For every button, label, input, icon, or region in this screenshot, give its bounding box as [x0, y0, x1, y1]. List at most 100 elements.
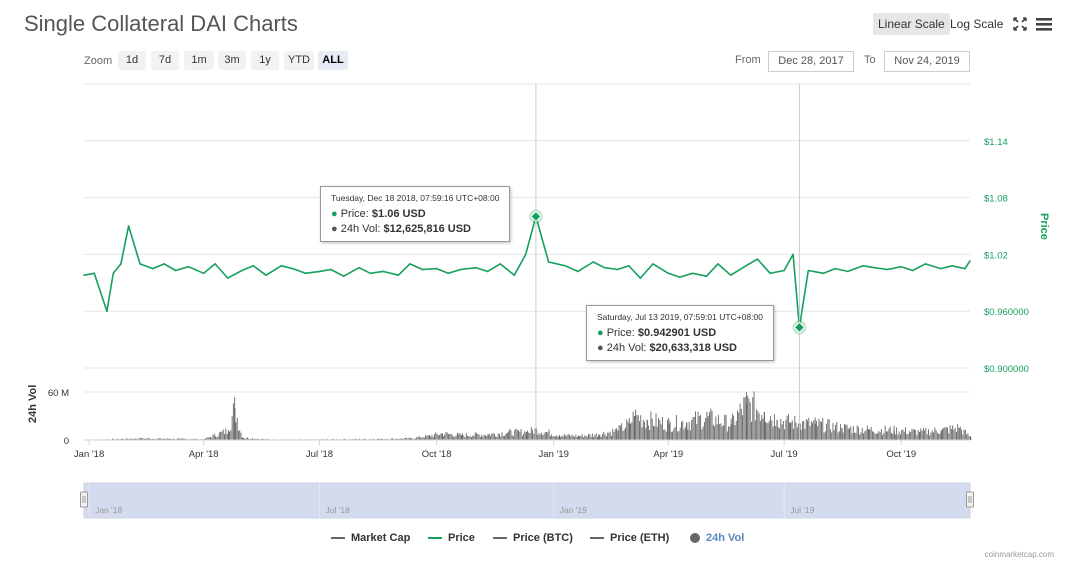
volume-bar: [910, 432, 912, 440]
log-scale-button[interactable]: Log Scale: [950, 17, 1004, 31]
price-axis-title: Price: [1038, 213, 1050, 240]
volume-bar: [669, 421, 671, 440]
legend-line-icon: [590, 537, 604, 539]
volume-bar: [747, 395, 749, 440]
volume-bar: [497, 433, 499, 440]
volume-bar: [529, 432, 531, 440]
volume-bar: [784, 429, 786, 440]
legend-price[interactable]: Price: [428, 532, 475, 544]
zoom-1m-button[interactable]: 1m: [184, 51, 214, 70]
volume-bar: [673, 428, 675, 440]
volume-bar: [827, 419, 829, 440]
linear-scale-button[interactable]: Linear Scale: [873, 13, 950, 35]
volume-bar: [963, 429, 965, 440]
price-tick-label: $1.08: [984, 194, 1008, 205]
price-point: [475, 266, 477, 269]
volume-bar: [127, 438, 129, 440]
volume-bar: [185, 438, 187, 440]
volume-bar: [230, 430, 232, 440]
volume-bar: [849, 428, 850, 440]
volume-bar: [168, 438, 169, 440]
volume-bar: [948, 433, 950, 440]
volume-bar: [614, 429, 616, 440]
volume-bar: [922, 427, 924, 440]
legend-24h-vol[interactable]: 24h Vol: [690, 532, 744, 544]
volume-bar: [964, 429, 966, 440]
volume-bar: [207, 436, 209, 440]
price-point: [151, 267, 154, 270]
zoom-1d-button[interactable]: 1d: [118, 51, 146, 70]
volume-bar: [920, 428, 922, 440]
volume-bar: [765, 421, 766, 440]
volume-peak-bar: [919, 432, 921, 440]
legend-label: 24h Vol: [706, 532, 745, 544]
volume-bar: [143, 438, 145, 440]
volume-bar: [184, 438, 186, 440]
volume-bar: [465, 433, 467, 440]
volume-bar: [600, 436, 602, 440]
zoom-1y-button[interactable]: 1y: [251, 51, 279, 70]
volume-bar: [448, 433, 449, 440]
volume-bars: [84, 391, 972, 440]
zoom-3m-button[interactable]: 3m: [218, 51, 246, 70]
volume-bar: [534, 428, 536, 440]
volume-bar: [845, 424, 847, 440]
volume-bar: [832, 422, 834, 440]
volume-bar: [193, 438, 195, 440]
volume-bar: [836, 421, 838, 440]
price-point: [447, 272, 449, 275]
volume-bar: [903, 431, 905, 440]
zoom-7d-button[interactable]: 7d: [151, 51, 179, 70]
hamburger-menu-icon[interactable]: [1035, 15, 1053, 33]
volume-peak-bar: [633, 416, 636, 440]
volume-bar: [678, 431, 680, 440]
credit-link[interactable]: coinmarketcap.com: [984, 550, 1054, 559]
volume-bar: [476, 433, 477, 440]
volume-bar: [779, 428, 780, 440]
volume-bar: [151, 438, 153, 440]
volume-bar: [950, 428, 952, 440]
volume-bar: [244, 438, 246, 440]
to-date-input[interactable]: Nov 24, 2019: [884, 51, 970, 72]
fullscreen-icon[interactable]: [1011, 15, 1029, 33]
volume-bar: [616, 428, 618, 440]
volume-bar: [642, 419, 644, 440]
volume-peak-bar: [730, 424, 732, 440]
volume-bar: [796, 427, 798, 440]
volume-bar: [380, 438, 382, 440]
volume-bar: [622, 430, 624, 440]
volume-bar: [901, 430, 903, 440]
volume-bar: [439, 435, 441, 440]
volume-bar: [179, 438, 181, 440]
volume-bar: [803, 421, 805, 440]
volume-bar: [454, 436, 456, 440]
volume-bar: [180, 438, 182, 440]
price-point: [729, 274, 732, 277]
volume-bar: [584, 435, 586, 440]
volume-bar: [146, 438, 148, 440]
zoom-ytd-button[interactable]: YTD: [284, 51, 314, 70]
volume-bar: [630, 423, 632, 440]
volume-bar: [831, 432, 833, 440]
volume-bar: [838, 431, 840, 440]
volume-bar: [593, 436, 595, 440]
volume-bar: [879, 432, 881, 440]
volume-bar: [160, 438, 162, 440]
from-date-input[interactable]: Dec 28, 2017: [768, 51, 854, 72]
legend-market-cap[interactable]: Market Cap: [331, 532, 410, 544]
x-tick-label: Jan '19: [539, 449, 569, 460]
volume-bar: [938, 433, 940, 440]
volume-bar: [530, 426, 532, 440]
volume-bar: [675, 414, 677, 440]
volume-bar: [766, 422, 768, 440]
legend-price-eth[interactable]: Price (ETH): [590, 532, 669, 544]
volume-bar: [224, 434, 225, 440]
volume-bar: [861, 427, 863, 440]
tooltip-vol-label: 24h Vol:: [340, 223, 381, 235]
price-series: [83, 215, 971, 329]
price-point: [846, 270, 849, 273]
zoom-all-button[interactable]: ALL: [318, 51, 348, 70]
volume-bar: [142, 438, 144, 440]
legend-price-btc[interactable]: Price (BTC): [493, 532, 573, 544]
